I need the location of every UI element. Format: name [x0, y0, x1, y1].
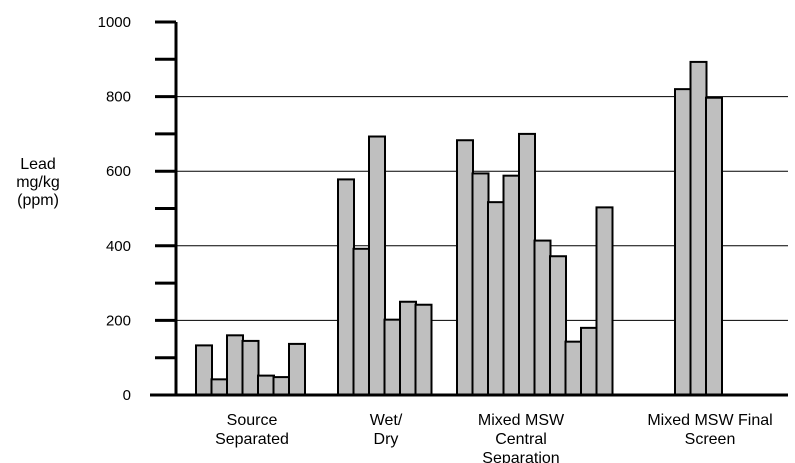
category-label-2: Wet/Dry — [370, 412, 403, 448]
bar-group3-1 — [456, 139, 474, 396]
bar-group2-4 — [383, 318, 402, 396]
bar-group3-3 — [487, 201, 505, 396]
category-label-3: Mixed MSW Central Separation — [478, 412, 565, 463]
bar-group1-2 — [210, 378, 229, 397]
bar-group1-4 — [241, 339, 260, 397]
bar-group1-6 — [272, 376, 291, 397]
bar-group3-7 — [549, 255, 567, 396]
bar-group3-6 — [533, 239, 552, 396]
bar-group1-5 — [257, 374, 275, 397]
bar-group3-9 — [580, 326, 598, 396]
bar-group4-3 — [705, 96, 723, 397]
bar-group3-10 — [595, 206, 614, 396]
bar-group2-2 — [352, 247, 371, 396]
bar-group4-2 — [689, 60, 708, 396]
bar-group1-3 — [226, 334, 244, 397]
category-label-1: Source Separated — [215, 412, 289, 448]
bar-group3-8 — [564, 340, 583, 397]
axes — [150, 20, 788, 397]
category-label-4: Mixed MSW Final Screen — [647, 412, 772, 448]
bar-group2-5 — [399, 300, 417, 396]
bar-group2-3 — [368, 135, 386, 397]
bar-group1-1 — [195, 344, 213, 396]
y-tick-label-1000: 1000 — [98, 14, 131, 31]
bars — [195, 60, 723, 397]
bar-group2-6 — [414, 303, 433, 397]
y-axis-label: Lead mg/kg (ppm) — [16, 156, 60, 209]
y-tick-label-0: 0 — [123, 387, 131, 404]
y-tick-label-600: 600 — [106, 163, 131, 180]
y-tick-label-200: 200 — [106, 312, 131, 329]
bar-group2-1 — [337, 178, 355, 396]
bar-group1-7 — [288, 342, 306, 396]
bar-group3-5 — [518, 132, 536, 396]
category-labels: Source Separated Wet/Dry Mixed MSW Central Se… — [215, 412, 773, 463]
y-tick-labels: 0 200 400 600 800 1000 — [98, 14, 131, 404]
bar-group3-4 — [502, 174, 521, 396]
bar-group4-1 — [674, 88, 692, 396]
bar-group3-2 — [471, 172, 490, 396]
y-tick-label-400: 400 — [106, 238, 131, 255]
y-tick-label-800: 800 — [106, 89, 131, 106]
